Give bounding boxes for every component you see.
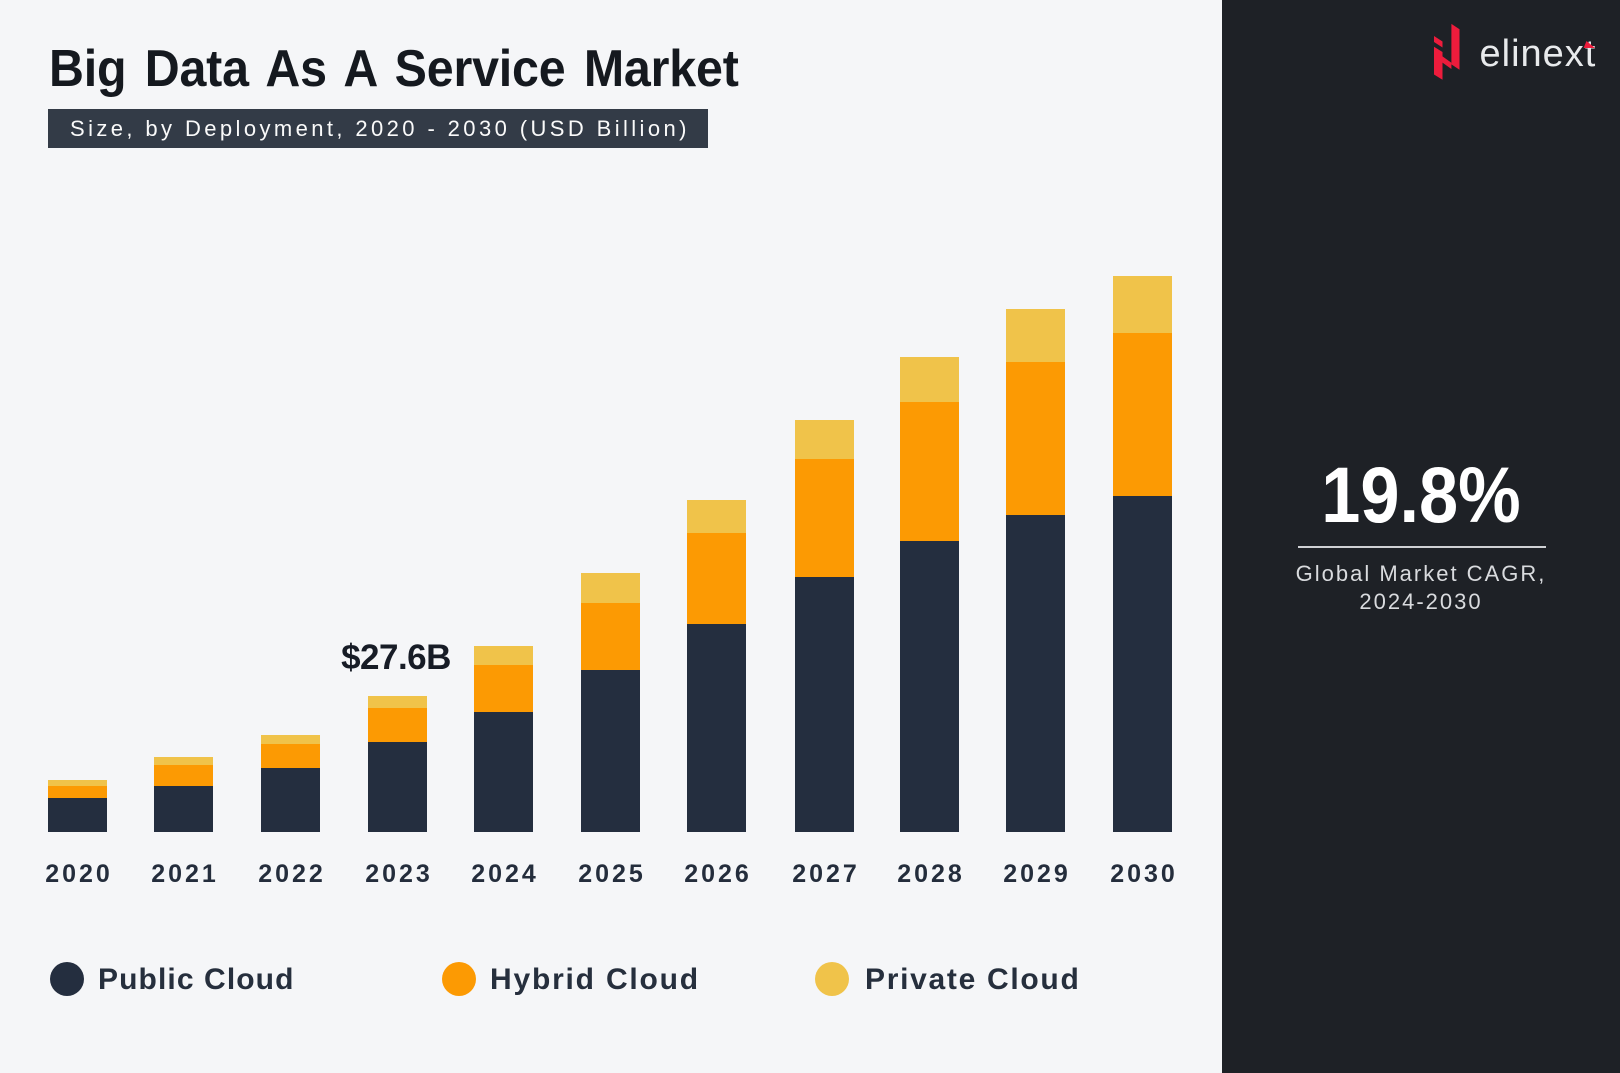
svg-text:elinext: elinext (1480, 33, 1597, 75)
